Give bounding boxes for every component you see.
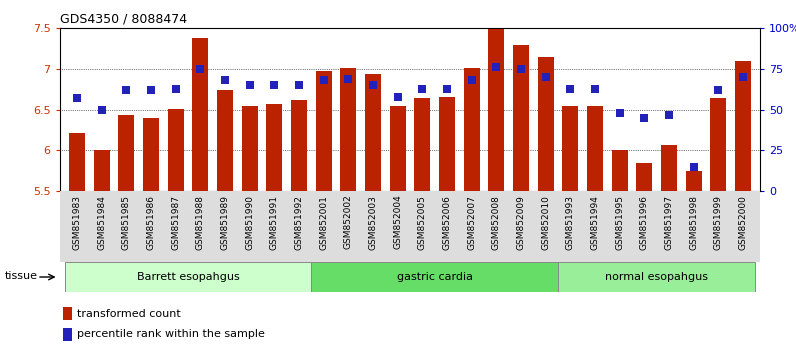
Bar [558,262,755,292]
Text: GSM851988: GSM851988 [196,195,205,250]
Point [613,110,626,116]
Bar [267,104,283,191]
Bar [685,171,701,191]
Bar [513,45,529,191]
Text: GSM852004: GSM852004 [393,195,402,250]
Bar [60,191,760,262]
Text: normal esopahgus: normal esopahgus [605,272,708,282]
Text: GSM852010: GSM852010 [541,195,550,250]
Bar [661,145,677,191]
Text: tissue: tissue [5,270,37,280]
Text: GSM851984: GSM851984 [97,195,106,250]
Bar [463,68,480,191]
Bar [735,61,751,191]
Text: GSM851986: GSM851986 [146,195,155,250]
Bar [69,132,85,191]
Text: GSM851989: GSM851989 [220,195,229,250]
Point [539,74,552,80]
Point [170,86,182,91]
Text: GSM851993: GSM851993 [566,195,575,250]
Bar [291,100,307,191]
Point [244,82,256,88]
Text: GSM851985: GSM851985 [122,195,131,250]
Point [194,66,207,72]
Bar [143,118,159,191]
Bar [217,90,233,191]
Bar [587,107,603,191]
Point [71,96,84,101]
Text: GSM851992: GSM851992 [295,195,303,250]
Text: GSM851987: GSM851987 [171,195,180,250]
Point [440,86,453,91]
Bar [315,72,332,191]
Text: GSM851990: GSM851990 [245,195,254,250]
Bar [414,97,431,191]
Text: GSM851995: GSM851995 [615,195,624,250]
Bar [636,163,652,191]
Point [416,86,428,91]
Bar [340,68,357,191]
Bar [64,262,311,292]
Text: Barrett esopahgus: Barrett esopahgus [137,272,240,282]
Bar [94,150,110,191]
Text: GSM852000: GSM852000 [739,195,747,250]
Bar [537,57,553,191]
Point [96,107,108,113]
Point [392,94,404,99]
Text: GSM851998: GSM851998 [689,195,698,250]
Text: GSM852007: GSM852007 [467,195,476,250]
Point [662,112,675,118]
Text: GSM852003: GSM852003 [369,195,377,250]
Text: GSM852008: GSM852008 [492,195,501,250]
Text: GDS4350 / 8088474: GDS4350 / 8088474 [60,13,187,26]
Point [367,82,380,88]
Point [342,76,355,82]
Text: GSM852006: GSM852006 [443,195,451,250]
Point [268,82,281,88]
Point [293,82,306,88]
Point [120,87,133,93]
Text: GSM851996: GSM851996 [640,195,649,250]
Text: GSM851991: GSM851991 [270,195,279,250]
Bar [611,150,627,191]
Text: GSM851997: GSM851997 [665,195,673,250]
Bar [439,97,455,191]
Text: GSM852001: GSM852001 [319,195,328,250]
Bar [365,74,381,191]
Point [514,66,527,72]
Point [687,164,700,170]
Text: percentile rank within the sample: percentile rank within the sample [77,330,265,339]
Bar [193,38,209,191]
Point [712,87,724,93]
Point [318,78,330,83]
Text: GSM852009: GSM852009 [517,195,525,250]
Text: GSM851983: GSM851983 [72,195,81,250]
Point [490,64,502,70]
Bar [63,328,72,341]
Text: GSM851999: GSM851999 [714,195,723,250]
Bar [119,115,135,191]
Bar [488,29,505,191]
Point [465,78,478,83]
Bar [242,106,258,191]
Bar [562,106,578,191]
Point [564,86,576,91]
Point [588,86,601,91]
Text: GSM852002: GSM852002 [344,195,353,250]
Point [219,78,232,83]
Bar [63,307,72,320]
Text: GSM852005: GSM852005 [418,195,427,250]
Bar [311,262,558,292]
Text: transformed count: transformed count [77,309,181,319]
Text: gastric cardia: gastric cardia [396,272,473,282]
Bar [389,106,406,191]
Bar [168,109,184,191]
Point [736,74,749,80]
Bar [710,98,726,191]
Point [145,87,158,93]
Point [638,115,650,121]
Text: GSM851994: GSM851994 [591,195,599,250]
